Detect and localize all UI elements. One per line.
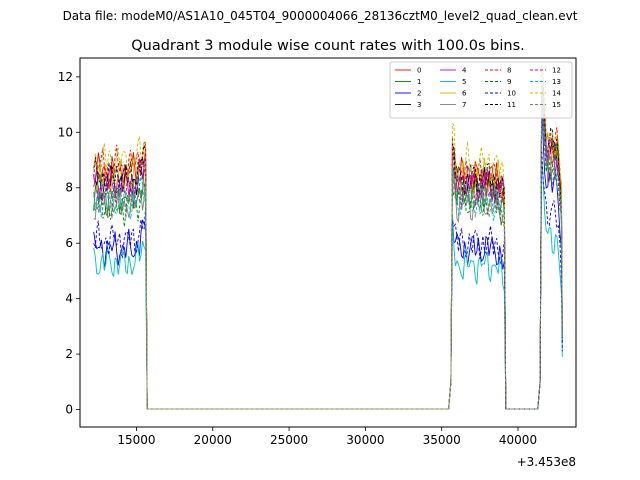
y-tick-label: 2 [65, 347, 73, 361]
legend-label: 12 [552, 67, 561, 75]
legend-label: 5 [462, 78, 466, 86]
series-line-2 [93, 104, 563, 410]
legend-label: 4 [462, 67, 467, 75]
x-tick-label: 20000 [194, 433, 232, 447]
series-line-6 [93, 78, 563, 410]
legend-label: 15 [552, 101, 561, 109]
series-line-11 [93, 85, 563, 410]
x-tick-label: 40000 [499, 433, 537, 447]
series-line-1 [93, 92, 563, 410]
series-line-13 [93, 103, 563, 410]
x-tick-label: 30000 [346, 433, 384, 447]
x-tick-label: 15000 [117, 433, 155, 447]
x-tick-label: 25000 [270, 433, 308, 447]
y-tick-label: 12 [58, 70, 73, 84]
legend-label: 3 [417, 101, 421, 109]
legend-label: 10 [507, 90, 516, 98]
series-line-15 [93, 81, 563, 410]
chart-title: Quadrant 3 module wise count rates with … [131, 38, 525, 54]
series-line-10 [93, 148, 563, 410]
series-line-4 [93, 101, 563, 410]
legend-box [389, 61, 573, 119]
series-line-7 [93, 102, 563, 410]
y-tick-label: 8 [65, 181, 73, 195]
legend-label: 6 [462, 90, 467, 98]
series-line-14 [93, 78, 563, 410]
y-tick-label: 4 [65, 292, 73, 306]
x-offset-label: +3.453e8 [517, 455, 576, 469]
series-line-3 [93, 89, 563, 410]
series-line-12 [93, 85, 563, 410]
x-axis: 15000 20000 25000 30000 35000 40000 [117, 427, 537, 447]
legend-label: 11 [507, 101, 516, 109]
y-tick-label: 0 [65, 403, 73, 417]
series-layer [93, 64, 563, 410]
y-tick-label: 6 [65, 236, 73, 250]
legend-label: 7 [462, 101, 466, 109]
series-line-9 [93, 86, 563, 410]
legend-label: 2 [417, 90, 421, 98]
legend-label: 9 [507, 78, 511, 86]
series-line-0 [93, 89, 563, 410]
plot-frame [79, 57, 577, 428]
y-axis: 0 2 4 6 8 10 12 [58, 70, 80, 417]
y-tick-label: 10 [58, 125, 73, 139]
legend-label: 8 [507, 67, 511, 75]
legend-label: 1 [417, 78, 421, 86]
legend-label: 13 [552, 78, 561, 86]
x-tick-label: 35000 [423, 433, 461, 447]
legend-label: 0 [417, 67, 421, 75]
chart-suptitle: Data file: modeM0/AS1A10_045T04_90000040… [63, 9, 578, 23]
legend-label: 14 [552, 90, 561, 98]
